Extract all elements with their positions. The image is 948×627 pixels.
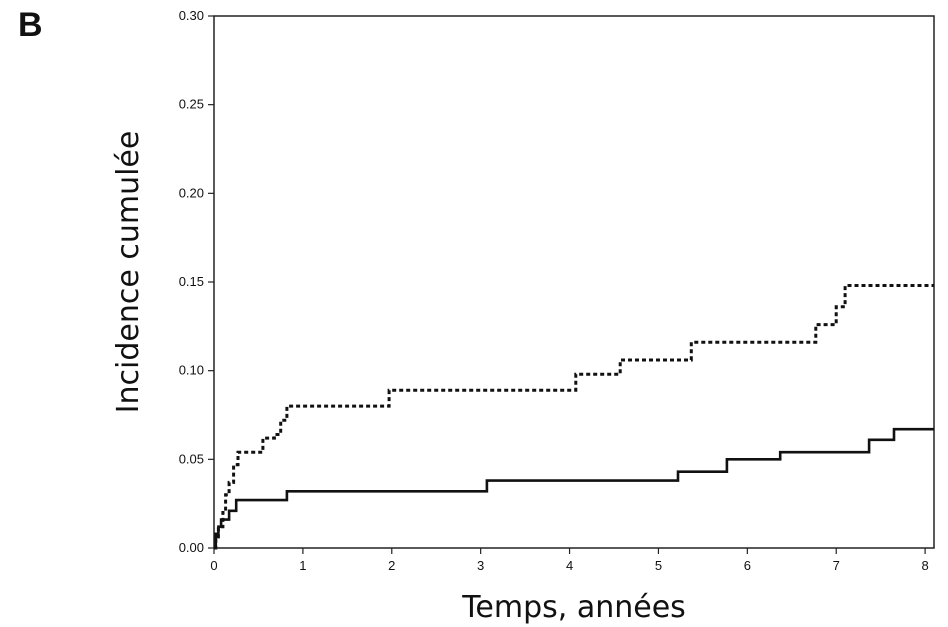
x-tick-label: 8 [921,558,928,573]
x-tick-label: 7 [833,558,840,573]
x-tick-label: 0 [210,558,217,573]
x-axis-title: Temps, années [461,590,686,625]
y-tick-label: 0.20 [179,185,204,200]
x-tick-label: 1 [299,558,306,573]
y-tick-label: 0.10 [179,363,204,378]
plot-frame [213,15,935,549]
y-tick-label: 0.30 [179,8,204,23]
panel-label: B [18,6,43,44]
y-tick-label: 0.15 [179,274,204,289]
solid-step-curve [214,427,934,550]
y-axis-title: Incidence cumulée [111,131,146,414]
y-tick-label: 0.05 [179,451,204,466]
x-tick-label: 2 [388,558,395,573]
y-tick-label: 0.25 [179,97,204,112]
x-tick-label: 5 [655,558,662,573]
dotted-step-curve [214,284,934,550]
x-tick-label: 6 [744,558,751,573]
x-tick-label: 3 [477,558,484,573]
x-tick-label: 4 [566,558,573,573]
y-tick-label: 0.00 [179,540,204,555]
